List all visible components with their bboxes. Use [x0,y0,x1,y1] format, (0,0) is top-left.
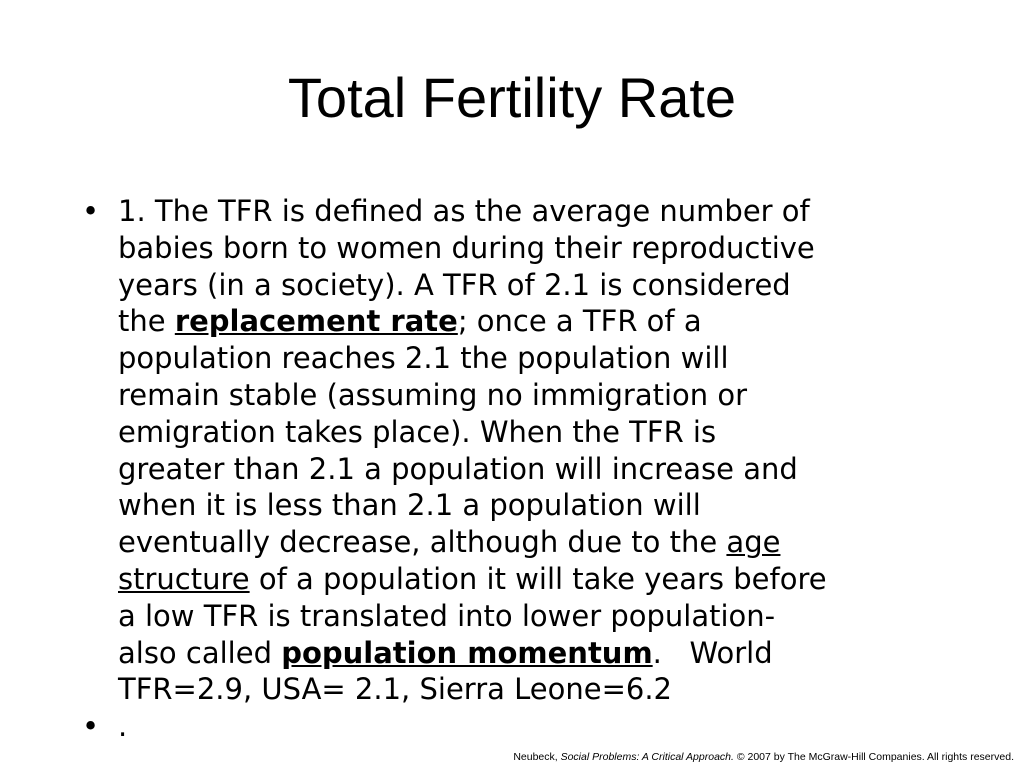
text-run: a low TFR is translated into lower popul… [118,598,776,633]
footer-rights: © 2007 by The McGraw-Hill Companies. All… [733,751,1014,763]
bullet-item-empty: • . [82,708,982,745]
bullet-list: • 1. The TFR is defined as the average n… [82,193,982,745]
text-run: eventually decrease, although due to the [118,525,727,560]
text-run: TFR=2.9, USA= 2.1, Sierra Leone=6.2 [118,672,672,707]
key-term: replacement rate [174,304,458,339]
footer-author: Neubeck, [513,751,561,763]
bullet-line: structure of a population it will take y… [118,561,982,598]
bullet-text: . [118,709,128,744]
bullet-line: when it is less than 2.1 a population wi… [118,487,982,524]
text-run: emigration takes place). When the TFR is [118,414,717,449]
bullet-line: remain stable (assuming no immigration o… [118,377,982,414]
key-term: population momentum [281,635,653,670]
bullet-text: 1. The TFR is defined as the average num… [118,193,982,708]
bullet-line: 1. The TFR is defined as the average num… [118,193,982,230]
bullet-line: emigration takes place). When the TFR is [118,414,982,451]
bullet-line: years (in a society). A TFR of 2.1 is co… [118,267,982,304]
text-run: babies born to women during their reprod… [118,230,815,265]
bullet-line: TFR=2.9, USA= 2.1, Sierra Leone=6.2 [118,671,982,708]
text-run: . World [652,635,773,670]
bullet-line: a low TFR is translated into lower popul… [118,598,982,635]
text-run: of a population it will take years befor… [249,561,827,596]
bullet-icon: • [82,709,100,744]
text-run: when it is less than 2.1 a population wi… [118,488,701,523]
underlined-term: age [726,525,781,560]
bullet-line: population reaches 2.1 the population wi… [118,340,982,377]
underlined-term: structure [118,561,250,596]
slide-title: Total Fertility Rate [287,66,737,129]
text-run: greater than 2.1 a population will incre… [118,451,798,486]
copyright-footer: Neubeck, Social Problems: A Critical App… [513,751,1014,763]
bullet-line: also called population momentum. World [118,635,982,672]
bullet-icon: • [82,194,100,228]
text-run: the [118,304,175,339]
bullet-line: the replacement rate; once a TFR of a [118,303,982,340]
text-run: years (in a society). A TFR of 2.1 is co… [118,267,791,302]
text-run: 1. The TFR is defined as the average num… [118,194,810,228]
bullet-line: greater than 2.1 a population will incre… [118,451,982,488]
text-run: remain stable (assuming no immigration o… [118,377,748,412]
bullet-item-tfr-definition: • 1. The TFR is defined as the average n… [82,193,982,708]
bullet-line: babies born to women during their reprod… [118,230,982,267]
text-run: ; once a TFR of a [457,304,702,339]
text-run: population reaches 2.1 the population wi… [118,341,729,376]
bullet-line: eventually decrease, although due to the… [118,524,982,561]
text-run: also called [118,635,282,670]
footer-book-title: Social Problems: A Critical Approach. [560,751,734,763]
